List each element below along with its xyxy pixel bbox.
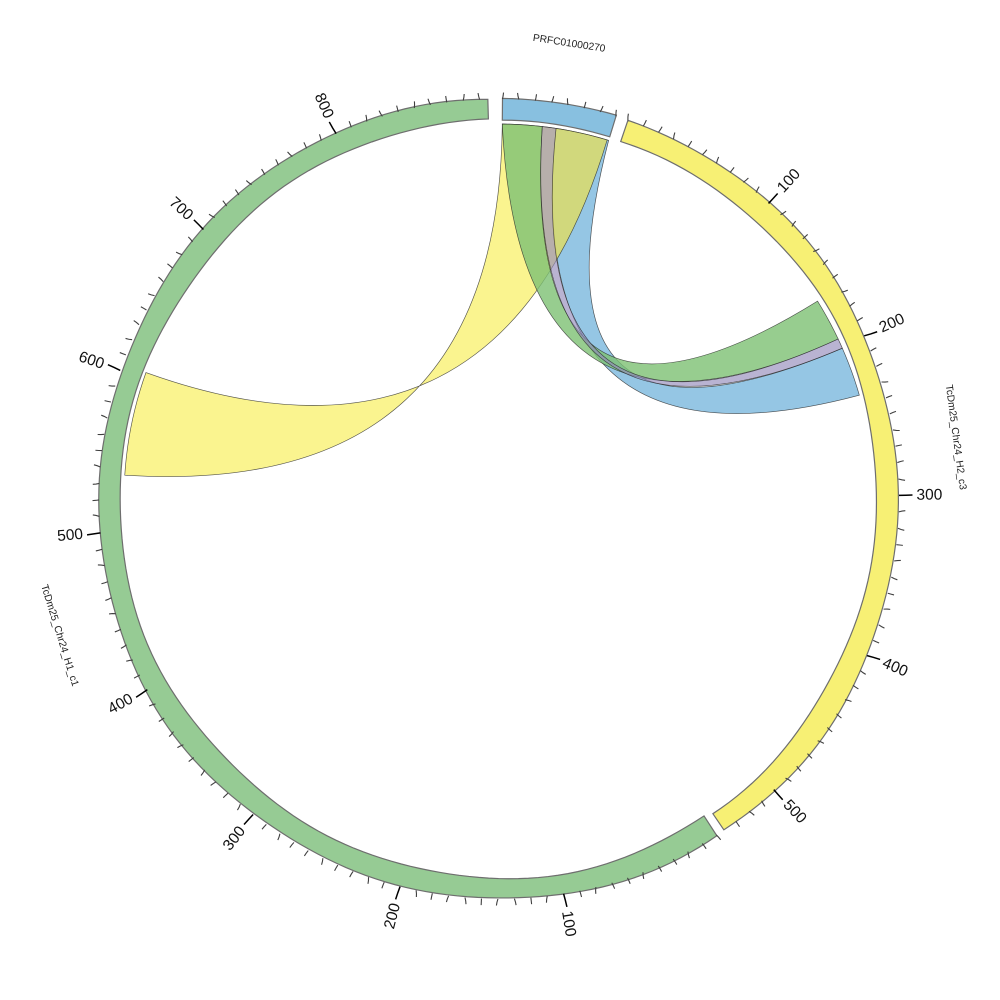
svg-text:500: 500: [56, 526, 84, 545]
svg-text:100: 100: [558, 910, 579, 939]
svg-text:300: 300: [916, 487, 942, 504]
svg-text:200: 200: [381, 901, 404, 931]
